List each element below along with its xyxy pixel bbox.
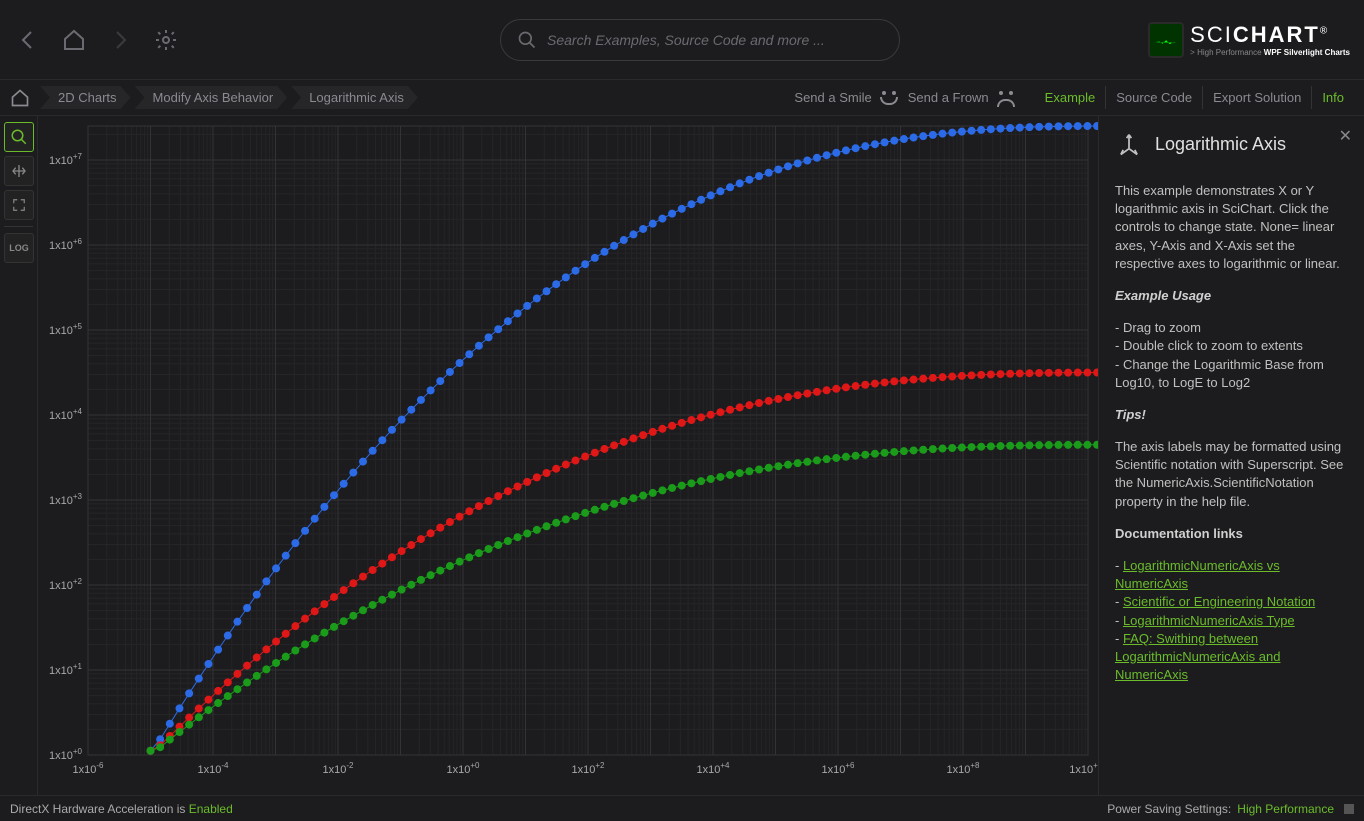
tool-fullscreen[interactable] bbox=[4, 190, 34, 220]
tab-source-code[interactable]: Source Code bbox=[1105, 86, 1202, 109]
nav-forward-icon[interactable] bbox=[106, 26, 134, 54]
tool-log-toggle[interactable]: LOG bbox=[4, 233, 34, 263]
svg-text:1x10-2: 1x10-2 bbox=[323, 761, 355, 776]
tips-heading: Tips! bbox=[1115, 407, 1146, 422]
search-icon bbox=[517, 30, 537, 50]
svg-text:1x10+0: 1x10+0 bbox=[447, 761, 481, 776]
svg-text:1x10-6: 1x10-6 bbox=[73, 761, 105, 776]
send-frown-button[interactable]: Send a Frown bbox=[908, 90, 1017, 105]
chart-toolbar: LOG bbox=[0, 116, 38, 795]
svg-text:1x10+4: 1x10+4 bbox=[49, 407, 83, 422]
settings-icon[interactable] bbox=[152, 26, 180, 54]
statusbar: DirectX Hardware Acceleration is Enabled… bbox=[0, 795, 1364, 821]
chart-surface[interactable]: 1x10-6 1x10-4 1x10-2 1x10+0 1x10+2 1x10+4 1x10… bbox=[38, 116, 1098, 795]
usage-heading: Example Usage bbox=[1115, 288, 1211, 303]
search-box[interactable] bbox=[500, 19, 900, 61]
svg-text:1x10+8: 1x10+8 bbox=[947, 761, 981, 776]
breadcrumb: 2D Charts Modify Axis Behavior Logarithm… bbox=[10, 86, 420, 109]
doc-link[interactable]: LogarithmicNumericAxis vs NumericAxis bbox=[1115, 558, 1280, 591]
breadcrumb-item[interactable]: Logarithmic Axis bbox=[291, 86, 418, 109]
breadcrumb-item[interactable]: 2D Charts bbox=[40, 86, 131, 109]
nav-back-icon[interactable] bbox=[14, 26, 42, 54]
tabs: Example Source Code Export Solution Info bbox=[1035, 86, 1354, 109]
svg-text:1x10+5: 1x10+5 bbox=[49, 322, 83, 337]
status-left: DirectX Hardware Acceleration is Enabled bbox=[10, 802, 233, 816]
svg-text:1x10+6: 1x10+6 bbox=[49, 237, 83, 252]
svg-text:1x10+10: 1x10+10 bbox=[1069, 761, 1098, 776]
tab-export-solution[interactable]: Export Solution bbox=[1202, 86, 1311, 109]
topbar: SCICHART® > High Performance WPF Silverl… bbox=[0, 0, 1364, 80]
close-icon[interactable]: ✕ bbox=[1339, 126, 1352, 146]
tool-zoom[interactable] bbox=[4, 122, 34, 152]
usage-list: - Drag to zoom - Double click to zoom to… bbox=[1115, 319, 1348, 392]
svg-text:1x10+2: 1x10+2 bbox=[572, 761, 606, 776]
docs-heading: Documentation links bbox=[1115, 526, 1243, 541]
svg-text:1x10+0: 1x10+0 bbox=[49, 747, 83, 762]
doc-link[interactable]: Scientific or Engineering Notation bbox=[1123, 594, 1315, 609]
svg-text:1x10+7: 1x10+7 bbox=[49, 152, 83, 167]
svg-text:1x10+4: 1x10+4 bbox=[697, 761, 731, 776]
doc-link[interactable]: FAQ: Swithing between LogarithmicNumeric… bbox=[1115, 631, 1280, 682]
svg-text:1x10+6: 1x10+6 bbox=[822, 761, 856, 776]
info-title: Logarithmic Axis bbox=[1155, 134, 1286, 155]
tool-pan[interactable] bbox=[4, 156, 34, 186]
send-smile-button[interactable]: Send a Smile bbox=[794, 90, 899, 105]
info-panel: ✕ Logarithmic Axis This example demonstr… bbox=[1098, 116, 1364, 795]
svg-text:1x10+1: 1x10+1 bbox=[49, 662, 83, 677]
logo: SCICHART® > High Performance WPF Silverl… bbox=[1148, 22, 1350, 58]
tab-info[interactable]: Info bbox=[1311, 86, 1354, 109]
subbar: 2D Charts Modify Axis Behavior Logarithm… bbox=[0, 80, 1364, 116]
nav-home-icon[interactable] bbox=[60, 26, 88, 54]
tips-body: The axis labels may be formatted using S… bbox=[1115, 438, 1348, 511]
status-right: Power Saving Settings: High Performance bbox=[1107, 802, 1354, 816]
tab-example[interactable]: Example bbox=[1035, 86, 1106, 109]
axis-icon bbox=[1115, 130, 1143, 158]
logo-icon bbox=[1148, 22, 1184, 58]
doc-link[interactable]: LogarithmicNumericAxis Type bbox=[1123, 613, 1295, 628]
svg-text:1x10-4: 1x10-4 bbox=[198, 761, 230, 776]
svg-text:1x10+3: 1x10+3 bbox=[49, 492, 83, 507]
info-intro: This example demonstrates X or Y logarit… bbox=[1115, 182, 1348, 273]
breadcrumb-home-icon[interactable] bbox=[10, 88, 30, 108]
search-input[interactable] bbox=[547, 32, 883, 48]
docs-links: - LogarithmicNumericAxis vs NumericAxis … bbox=[1115, 557, 1348, 684]
svg-text:1x10+2: 1x10+2 bbox=[49, 577, 83, 592]
breadcrumb-item[interactable]: Modify Axis Behavior bbox=[135, 86, 288, 109]
